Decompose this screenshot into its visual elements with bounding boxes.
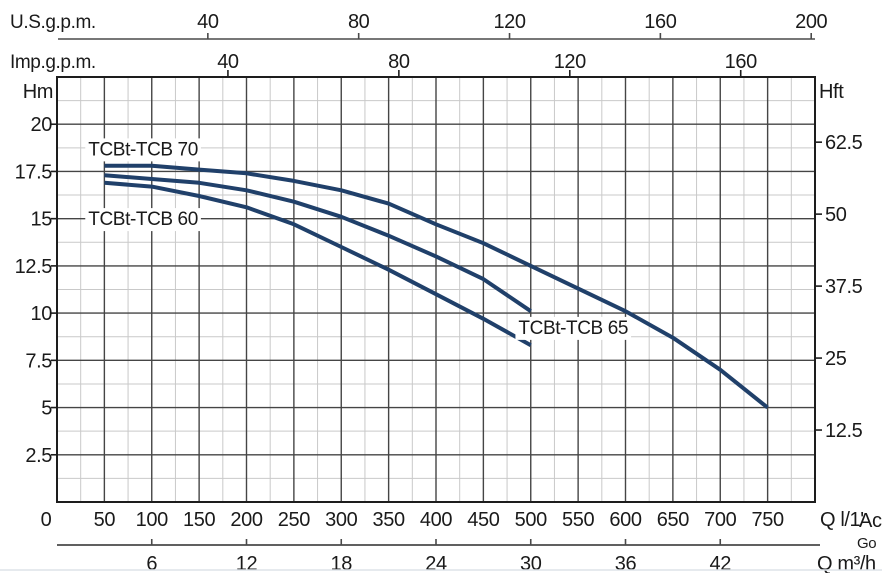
us-gpm-tick-label: 200 [795,11,827,33]
m3h-tick-label: 36 [615,553,637,573]
hft-tick-label: 37.5 [825,276,863,298]
lmin-tick-label: 350 [373,509,405,531]
hm-tick-label: 17.5 [15,161,53,183]
lmin-tick-label: 400 [420,509,452,531]
watermark-text-1: Ac [859,510,882,532]
hft-tick-label: 25 [825,348,847,370]
imp-gpm-tick-label: 80 [388,51,410,73]
pump-curve-tcbt-tcb-65 [104,173,532,313]
hm-tick-label: 2.5 [25,445,52,467]
series-label-tcbt-tcb-65: TCBt-TCB 65 [518,318,628,339]
lmin-tick-label: 100 [136,509,168,531]
series-label-bg [515,316,632,340]
series-label-bg [85,208,201,232]
lmin-tick-label: 250 [278,509,310,531]
us-gpm-tick-label: 80 [348,11,370,33]
hft-tick-label: 12.5 [825,420,863,442]
hm-tick-label: 10 [31,303,53,325]
hm-tick-label: 20 [31,114,53,136]
imp-gpm-tick-label: 160 [725,51,757,73]
m3h-unit-label: Q m³/h [817,553,876,573]
imp-gpm-unit-label: Imp.g.p.m. [10,52,96,73]
m3h-tick-label: 24 [425,553,447,573]
lmin-tick-label: 50 [94,509,116,531]
lmin-tick-label: 200 [230,509,262,531]
us-gpm-tick-label: 160 [644,11,676,33]
hft-tick-label: 62.5 [825,132,863,154]
lmin-tick-label: 500 [515,509,547,531]
hm-tick-label: 15 [31,209,53,231]
lmin-tick-label: 450 [467,509,499,531]
m3h-tick-label: 18 [331,553,353,573]
lmin-tick-label: 300 [325,509,357,531]
us-gpm-tick-label: 120 [493,11,525,33]
imp-gpm-tick-label: 40 [217,51,239,73]
hft-unit-label: Hft [819,81,844,103]
m3h-tick-label: 12 [236,553,258,573]
hm-tick-label: 5 [41,398,52,420]
series-label-bg [85,138,201,162]
imp-gpm-tick-label: 120 [554,51,586,73]
lmin-tick-label: 700 [704,509,736,531]
hft-tick-label: 50 [825,204,847,226]
m3h-tick-label: 42 [710,553,732,573]
m3h-tick-label: 6 [146,553,157,573]
lmin-tick-label: 750 [752,509,784,531]
hm-tick-label: 7.5 [25,350,52,372]
lmin-tick-label: 600 [609,509,641,531]
lmin-tick-label: 150 [183,509,215,531]
hm-unit-label: Hm [23,81,53,103]
plot-frame [56,76,816,503]
lmin-tick-label: 0 [41,509,52,531]
m3h-tick-label: 30 [520,553,542,573]
watermark-text-2: Go [857,535,876,552]
series-label-tcbt-tcb-70: TCBt-TCB 70 [88,139,198,160]
lmin-unit-label: Q l/1' [820,509,864,531]
series-label-tcbt-tcb-60: TCBt-TCB 60 [88,209,198,230]
lmin-tick-label: 650 [657,509,689,531]
lmin-tick-label: 550 [562,509,594,531]
pump-curve-tcbt-tcb-60 [104,180,532,347]
pump-curve-tcbt-tcb-70 [104,163,769,410]
us-gpm-tick-label: 40 [197,11,219,33]
us-gpm-unit-label: U.S.g.p.m. [10,12,96,33]
hm-tick-label: 12.5 [15,256,53,278]
